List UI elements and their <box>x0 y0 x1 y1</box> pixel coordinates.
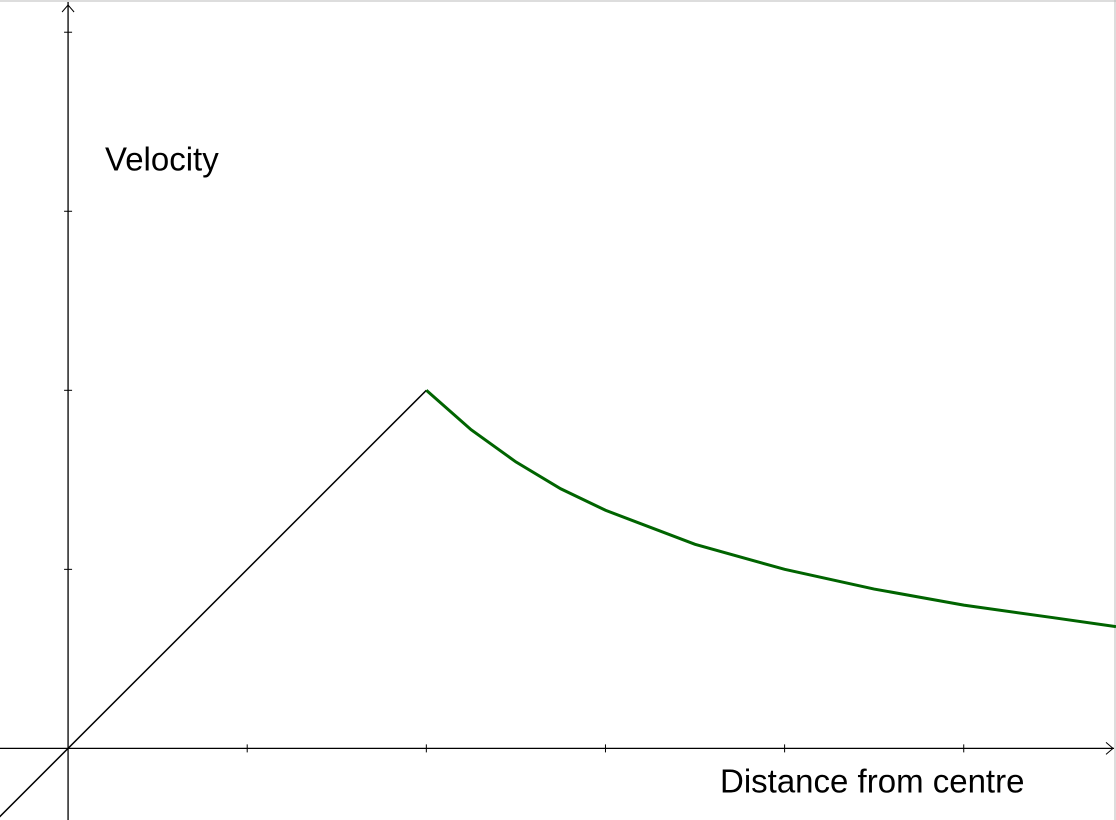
x-axis-label: Distance from centre <box>720 763 1024 800</box>
y-axis-label: Velocity <box>105 141 219 178</box>
y-axis-arrow <box>61 4 75 13</box>
line <box>0 389 427 818</box>
line <box>425 389 1116 629</box>
x-axis-arrow <box>1105 742 1114 755</box>
